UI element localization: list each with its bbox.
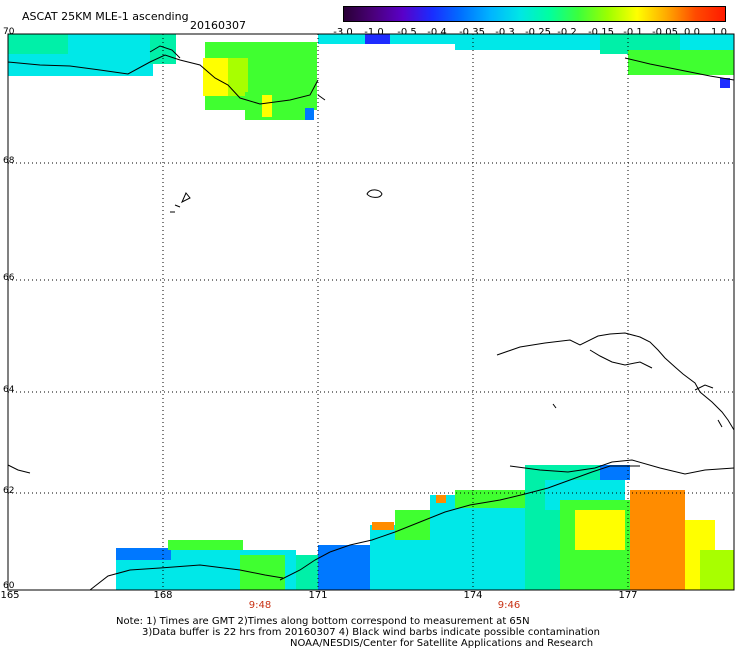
wind-cell [240,555,285,590]
wind-cell [630,490,685,590]
wind-cell [8,34,68,54]
lon-label: 174 [463,590,483,601]
lon-label: 168 [153,590,173,601]
wind-cell [203,58,228,96]
colorbar-label: -0.2 [557,27,577,38]
wind-data-swath [8,34,734,590]
wind-cell [228,58,248,96]
colorbar-label: -0.35 [459,27,485,38]
note-line-3: NOAA/NESDIS/Center for Satellite Applica… [290,638,594,649]
lon-label: 177 [618,590,638,601]
wind-cell [168,540,243,550]
wind-cell [116,548,171,560]
wind-cell [245,92,313,120]
colorbar-label: -0.4 [427,27,447,38]
wind-cell [575,510,625,550]
lat-label: 70 [3,27,15,37]
coastline [7,45,735,591]
colorbar-label: -3.0 [333,27,353,38]
wind-cell [436,495,446,503]
wind-cell [262,95,272,117]
map-gridlines [8,34,734,590]
product-title: ASCAT 25KM MLE-1 ascending [22,10,189,23]
wind-cell [455,34,734,50]
wind-cell [720,78,730,88]
wind-cell [318,545,378,590]
note-line-1: Note: 1) Times are GMT 2)Times along bot… [116,616,530,627]
colorbar-gradient [344,7,725,21]
wind-cell [365,34,390,44]
lon-label: 165 [0,590,20,601]
lat-label: 60 [3,581,15,591]
note-line-2: 3)Data buffer is 22 hrs from 20160307 4)… [142,627,600,638]
wind-cell [430,495,530,590]
wind-cell [700,550,734,590]
colorbar-label: 1.0 [711,27,727,38]
colorbar-label: -0.5 [397,27,417,38]
colorbar-label: -0.1 [623,27,643,38]
colorbar-label: 0.0 [684,27,700,38]
time-label: 9:46 [497,600,521,611]
wind-cell [600,34,680,54]
product-date: 20160307 [190,19,246,32]
wind-cell [455,490,535,508]
wind-cell [372,522,394,530]
wind-cell [600,465,630,480]
colorbar-label: -1.0 [364,27,384,38]
colorbar-label: -0.3 [495,27,515,38]
lon-label: 171 [308,590,328,601]
colorbar [343,6,726,22]
lat-label: 68 [3,156,15,166]
wind-cell [305,108,314,120]
lat-label: 62 [3,486,15,496]
colorbar-label: -0.25 [525,27,551,38]
colorbar-label: -0.05 [652,27,678,38]
time-label: 9:48 [248,600,272,611]
lat-label: 66 [3,273,15,283]
colorbar-label: -0.15 [588,27,614,38]
lat-label: 64 [3,385,15,395]
